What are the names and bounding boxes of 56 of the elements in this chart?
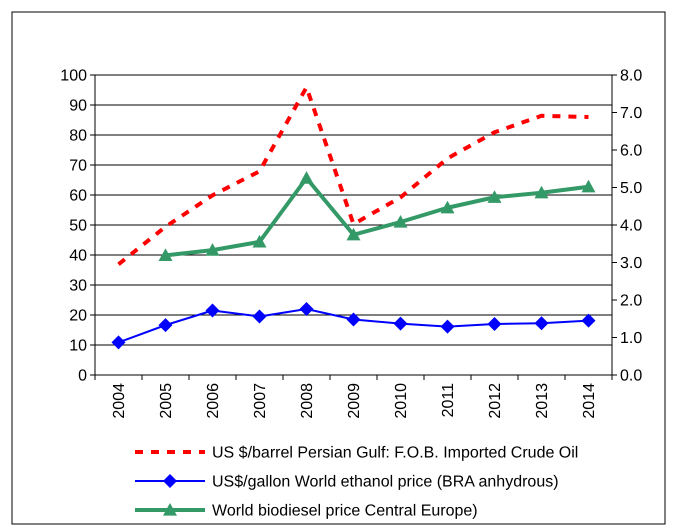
y2-tick-label: 3.0 xyxy=(620,255,642,272)
point xyxy=(582,180,596,192)
x-tick-label: 2008 xyxy=(299,382,316,419)
y-tick-label: 90 xyxy=(69,98,88,115)
y-tick-label: 20 xyxy=(69,308,88,325)
y2-tick-label: 6.0 xyxy=(620,142,642,160)
y2-tick-label: 0.0 xyxy=(620,368,642,385)
y2-tick-label: 4.0 xyxy=(620,218,642,235)
x-tick-label: 2014 xyxy=(581,382,598,419)
y-tick-label: 100 xyxy=(60,68,88,85)
point xyxy=(112,335,126,350)
point xyxy=(300,171,314,184)
point xyxy=(206,304,220,318)
x-tick-label: 2013 xyxy=(534,382,552,419)
point xyxy=(440,200,454,214)
x-tick-label: 2009 xyxy=(346,382,364,419)
point xyxy=(440,320,454,334)
point xyxy=(488,317,502,331)
y2-tick-label: 2.0 xyxy=(620,292,642,310)
point xyxy=(346,228,360,240)
y2-tick-label: 8.0 xyxy=(620,68,642,85)
y-tick-label: 40 xyxy=(69,248,88,265)
y2-tick-label: 7.0 xyxy=(620,105,642,122)
x-tick-label: 2005 xyxy=(158,382,176,419)
point xyxy=(534,186,548,198)
legend-label: World biodiesel price Central Europe) xyxy=(212,502,478,520)
point xyxy=(394,215,408,228)
y-tick-label: 70 xyxy=(69,158,88,175)
point xyxy=(394,316,408,331)
x-tick-label: 2011 xyxy=(440,382,458,418)
y-tick-label: 30 xyxy=(69,278,88,295)
point xyxy=(158,318,172,332)
point xyxy=(252,234,266,248)
point xyxy=(488,190,502,203)
legend-label: US $/barrel Persian Gulf: F.O.B. Imported Crude Oil xyxy=(212,444,578,462)
point xyxy=(252,310,266,324)
y-tick-label: 80 xyxy=(69,128,88,145)
point xyxy=(158,248,172,261)
point xyxy=(534,316,548,330)
x-tick-label: 2010 xyxy=(393,382,410,419)
x-tick-label: 2006 xyxy=(205,382,222,419)
point xyxy=(206,243,220,256)
x-tick-label: 2004 xyxy=(111,382,128,419)
point xyxy=(346,312,360,326)
y-tick-label: 0 xyxy=(78,368,88,385)
y2-tick-label: 5.0 xyxy=(620,180,642,198)
legend-label: US$/gallon World ethanol price (BRA anhydrous) xyxy=(212,474,559,491)
y-tick-label: 10 xyxy=(69,338,88,355)
x-tick-label: 2012 xyxy=(487,382,504,419)
y2-tick-label: 1.0 xyxy=(620,330,642,348)
y-tick-label: 60 xyxy=(69,188,88,205)
point xyxy=(300,302,314,316)
y-tick-label: 50 xyxy=(69,218,88,235)
x-tick-label: 2007 xyxy=(252,382,270,419)
point xyxy=(582,314,596,328)
line-series xyxy=(116,85,590,266)
